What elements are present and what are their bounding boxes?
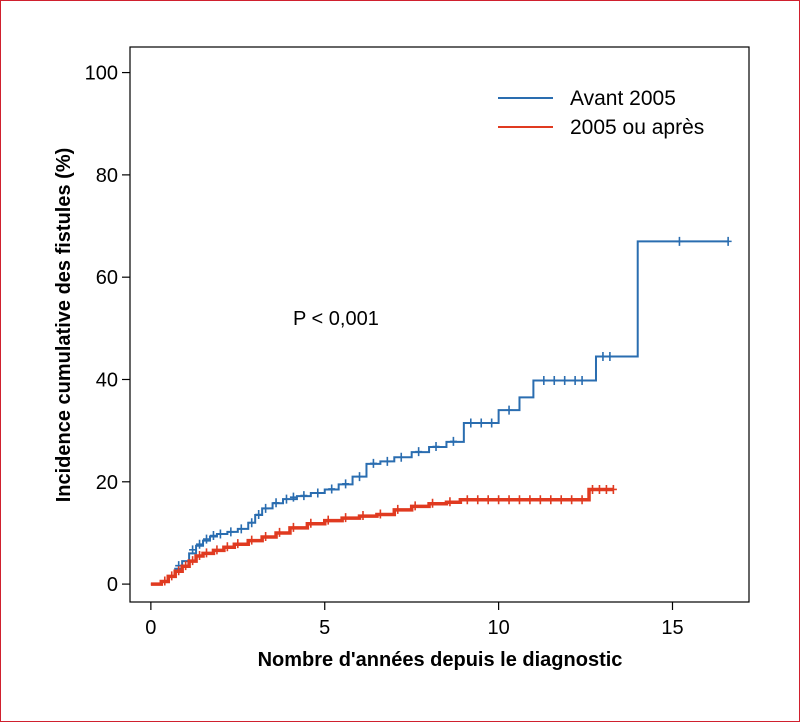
censor-mark-2005-ou-apres [276, 527, 284, 537]
censor-mark-avant-2005 [196, 539, 204, 549]
censor-mark-avant-2005 [578, 376, 586, 386]
censor-mark-2005-ou-apres [248, 535, 256, 545]
censor-mark-2005-ou-apres [526, 495, 534, 505]
censor-mark-avant-2005 [203, 534, 211, 544]
censor-mark-avant-2005 [369, 458, 377, 468]
y-tick-label: 40 [96, 369, 118, 391]
x-tick-label: 0 [145, 617, 156, 639]
censor-mark-2005-ou-apres [595, 484, 603, 494]
censor-mark-2005-ou-apres [376, 509, 384, 519]
censor-mark-2005-ou-apres [515, 495, 523, 505]
censor-mark-2005-ou-apres [578, 495, 586, 505]
censor-mark-avant-2005 [227, 527, 235, 537]
censor-mark-2005-ou-apres [262, 532, 270, 542]
censor-mark-avant-2005 [300, 491, 308, 501]
censor-mark-avant-2005 [675, 236, 683, 246]
censor-mark-avant-2005 [356, 472, 364, 482]
censor-mark-avant-2005 [262, 503, 270, 513]
censor-mark-2005-ou-apres [446, 497, 454, 507]
censor-mark-avant-2005 [449, 436, 457, 446]
censor-mark-avant-2005 [724, 236, 732, 246]
censor-mark-avant-2005 [248, 518, 256, 528]
censor-mark-avant-2005 [571, 376, 579, 386]
censor-mark-avant-2005 [415, 447, 423, 457]
censor-mark-avant-2005 [272, 498, 280, 508]
censor-mark-avant-2005 [255, 510, 263, 520]
censor-mark-2005-ou-apres [602, 484, 610, 494]
censor-mark-2005-ou-apres [609, 484, 617, 494]
series-layer [150, 236, 732, 586]
censor-mark-2005-ou-apres [342, 513, 350, 523]
censor-mark-2005-ou-apres [234, 539, 242, 549]
censor-mark-avant-2005 [209, 531, 217, 541]
y-axis: 0 20 40 60 80 100 [85, 63, 130, 596]
y-tick-label: 100 [85, 63, 118, 85]
x-axis-label: Nombre d'années depuis le diagnostic [258, 649, 623, 671]
censor-mark-avant-2005 [237, 524, 245, 534]
censor-mark-2005-ou-apres [324, 515, 332, 525]
censor-mark-avant-2005 [328, 484, 336, 494]
censor-mark-2005-ou-apres [289, 522, 297, 532]
censor-mark-2005-ou-apres [307, 518, 315, 528]
series-line-avant-2005 [150, 240, 729, 586]
censor-mark-avant-2005 [477, 418, 485, 428]
censor-mark-2005-ou-apres [223, 542, 231, 552]
legend-label-2005-ou-apres: 2005 ou après [570, 116, 704, 139]
censor-mark-2005-ou-apres [505, 495, 513, 505]
censor-mark-2005-ou-apres [429, 498, 437, 508]
censor-mark-2005-ou-apres [547, 495, 555, 505]
censor-mark-avant-2005 [397, 452, 405, 462]
censor-mark-2005-ou-apres [474, 495, 482, 505]
plot-area [129, 46, 750, 603]
y-axis-label: Incidence cumulative des fistules (%) [53, 148, 75, 503]
censor-mark-2005-ou-apres [536, 495, 544, 505]
x-tick-label: 5 [319, 617, 330, 639]
censor-mark-2005-ou-apres [175, 566, 183, 576]
legend: Avant 2005 2005 ou après [498, 87, 704, 139]
censor-mark-avant-2005 [561, 376, 569, 386]
y-tick-label: 0 [107, 574, 118, 596]
censor-mark-2005-ou-apres [495, 495, 503, 505]
censor-mark-2005-ou-apres [484, 495, 492, 505]
censor-mark-avant-2005 [342, 479, 350, 489]
censor-mark-2005-ou-apres [168, 571, 176, 581]
censor-mark-2005-ou-apres [213, 545, 221, 555]
censor-mark-2005-ou-apres [589, 484, 597, 494]
censor-mark-2005-ou-apres [568, 495, 576, 505]
y-tick-label: 20 [96, 472, 118, 494]
censor-mark-2005-ou-apres [196, 550, 204, 560]
x-axis: 0 5 10 15 [145, 602, 684, 639]
censor-mark-avant-2005 [550, 376, 558, 386]
x-tick-label: 10 [487, 617, 509, 639]
y-tick-label: 60 [96, 267, 118, 289]
censor-mark-avant-2005 [189, 545, 197, 555]
censor-mark-avant-2005 [606, 351, 614, 361]
x-tick-label: 15 [661, 617, 683, 639]
censor-mark-avant-2005 [505, 405, 513, 415]
censor-mark-2005-ou-apres [411, 501, 419, 511]
p-value-annotation: P < 0,001 [293, 308, 379, 330]
censor-mark-2005-ou-apres [394, 504, 402, 514]
censor-mark-2005-ou-apres [182, 561, 190, 571]
censor-mark-2005-ou-apres [161, 576, 169, 586]
legend-label-avant-2005: Avant 2005 [570, 87, 676, 110]
censor-mark-avant-2005 [599, 351, 607, 361]
censor-mark-2005-ou-apres [463, 495, 471, 505]
y-tick-label: 80 [96, 165, 118, 187]
censor-mark-avant-2005 [314, 488, 322, 498]
censor-mark-2005-ou-apres [359, 511, 367, 521]
censor-mark-2005-ou-apres [557, 495, 565, 505]
censor-mark-avant-2005 [282, 494, 290, 504]
censor-mark-avant-2005 [289, 492, 297, 502]
censor-mark-avant-2005 [383, 456, 391, 466]
censor-mark-avant-2005 [216, 529, 224, 539]
censor-mark-2005-ou-apres [189, 556, 197, 566]
censor-mark-avant-2005 [540, 376, 548, 386]
censor-mark-avant-2005 [432, 441, 440, 451]
censor-mark-avant-2005 [467, 418, 475, 428]
censor-mark-2005-ou-apres [203, 548, 211, 558]
censor-mark-avant-2005 [488, 418, 496, 428]
